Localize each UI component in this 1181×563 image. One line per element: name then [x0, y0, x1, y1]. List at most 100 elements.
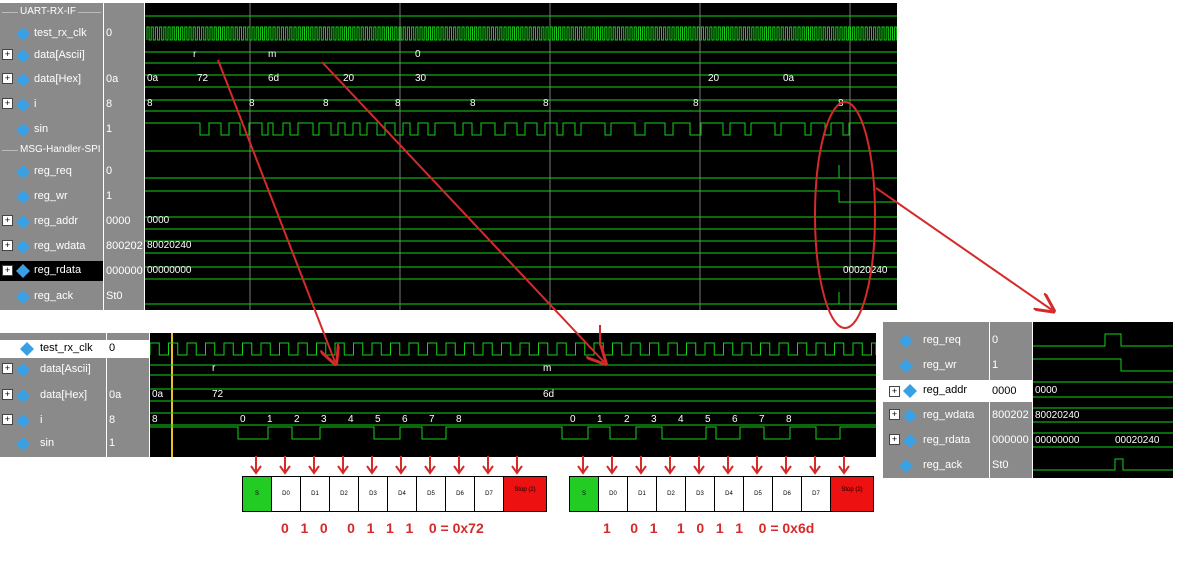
- top-waveform-area[interactable]: r m 0 0a 72 6d 20 30 20 0a 8 8 8 8 8 8 8…: [145, 3, 897, 310]
- wave-label-rdata-new: 00020240: [843, 265, 888, 276]
- signal-diamond-icon: [16, 240, 30, 254]
- value-test-rx-clk: 0: [107, 340, 149, 358]
- bottom-waveform-traces: [150, 333, 876, 457]
- value-reg-addr: 0000: [990, 380, 1032, 402]
- value-reg-rdata: 000000: [992, 434, 1029, 446]
- signal-diamond-icon: [16, 264, 30, 278]
- value-reg-addr: 0000: [106, 215, 131, 227]
- frame-bit-box: D2: [656, 476, 686, 512]
- wave-label-hex: 0a: [783, 73, 795, 84]
- wave-label-ascii-0: 0: [415, 49, 421, 60]
- expand-icon[interactable]: +: [2, 98, 13, 109]
- wave-label-i-count: 6: [732, 414, 738, 425]
- value-data-hex: 0a: [106, 73, 119, 85]
- wave-label-i: 8: [147, 98, 153, 109]
- top-waveform-panel: UART-RX-IF test_rx_clk + data[Ascii] + dat…: [0, 3, 897, 310]
- signal-row-reg-addr[interactable]: + reg_addr: [883, 380, 989, 402]
- frame-bit-box: D0: [271, 476, 301, 512]
- expand-icon[interactable]: +: [2, 363, 13, 374]
- signal-diamond-icon: [16, 363, 30, 377]
- value-sin: 1: [109, 437, 116, 449]
- annotation-arrow: [511, 456, 523, 475]
- value-reg-wdata: 800202: [106, 240, 143, 252]
- wave-label-i-count: 7: [429, 414, 435, 425]
- annotation-arrow: [635, 456, 647, 475]
- right-waveform-area[interactable]: 0000 80020240 00000000 00020240: [1033, 322, 1173, 478]
- frame-bit-box: D5: [416, 476, 446, 512]
- annotation-arrow: [337, 456, 349, 475]
- expand-icon[interactable]: +: [889, 386, 900, 397]
- signal-diamond-icon: [899, 459, 913, 473]
- right-waveform-traces: [1033, 333, 1173, 471]
- wave-label-rdata-old: 00000000: [147, 265, 192, 276]
- annotation-arrow: [250, 456, 262, 475]
- bottom-signal-names: test_rx_clk + data[Ascii] + data[Hex] + i s…: [0, 333, 106, 457]
- wave-label-i: 8: [470, 98, 476, 109]
- annotation-arrow: [838, 456, 850, 475]
- expand-icon[interactable]: +: [889, 434, 900, 445]
- top-signal-values: 0 0a 8 1 0 1 0000 800202 000000 St0: [104, 3, 144, 310]
- wave-label-i-count: 8: [786, 414, 792, 425]
- expand-icon[interactable]: +: [2, 215, 13, 226]
- wave-label-i-count: 1: [267, 414, 273, 425]
- annotation-arrow: [751, 456, 763, 475]
- value-sin: 1: [106, 123, 113, 135]
- value-i: 8: [106, 98, 113, 110]
- expand-icon[interactable]: +: [889, 409, 900, 420]
- signal-diamond-icon: [16, 389, 30, 403]
- expand-icon[interactable]: +: [2, 49, 13, 60]
- wave-label-hex: 20: [343, 73, 355, 84]
- signal-diamond-icon: [20, 342, 34, 356]
- frame-bit-box: D3: [685, 476, 715, 512]
- bottom-waveform-area[interactable]: r m 0a 72 6d 8 0 1 2 3 4 5 6 7 8 0 1 2 3 4 5 6 7 8: [150, 333, 876, 457]
- wave-label-i-count: 2: [624, 414, 630, 425]
- expand-icon[interactable]: +: [2, 73, 13, 84]
- frame-bit-box: D7: [801, 476, 831, 512]
- bottom-waveform-panel: test_rx_clk + data[Ascii] + data[Hex] + i s…: [0, 333, 876, 457]
- frame-bit-box: D1: [300, 476, 330, 512]
- signal-diamond-icon: [16, 290, 30, 304]
- expand-icon[interactable]: +: [2, 265, 13, 276]
- signal-diamond-icon: [899, 359, 913, 373]
- expand-icon[interactable]: +: [2, 240, 13, 251]
- wave-label-i: 8: [543, 98, 549, 109]
- right-signal-names: reg_req reg_wr + reg_addr + reg_wdata + reg…: [883, 322, 989, 478]
- annotation-arrow: [606, 456, 618, 475]
- signal-row-reg-rdata[interactable]: + reg_rdata: [0, 261, 103, 281]
- annotation-arrow: [453, 456, 465, 475]
- annotation-arrow: [482, 456, 494, 475]
- signal-diamond-icon: [903, 409, 917, 423]
- wave-label-i-count: 8: [456, 414, 462, 425]
- wave-label-i-count: 4: [678, 414, 684, 425]
- annotation-arrow: [308, 456, 320, 475]
- top-waveform-traces: [145, 3, 897, 310]
- frame-bit-box: D6: [772, 476, 802, 512]
- wave-label-i: 8: [838, 98, 844, 109]
- wave-label-i-count: 5: [705, 414, 711, 425]
- value-reg-rdata: 000000: [106, 265, 143, 277]
- value-reg-wdata: 800202: [992, 409, 1029, 421]
- frame-bit-box: D6: [445, 476, 475, 512]
- wave-label-i-count: 3: [651, 414, 657, 425]
- wave-label-hex: 0a: [152, 389, 164, 400]
- frame-bit-box: S: [242, 476, 272, 512]
- expand-icon[interactable]: +: [2, 389, 13, 400]
- signal-row-test-rx-clk[interactable]: test_rx_clk: [0, 340, 106, 358]
- signal-diamond-icon: [16, 437, 30, 451]
- signal-diamond-icon: [16, 165, 30, 179]
- frame-2-bits: 1 0 1 1 0 1 1 0 = 0x6d: [603, 520, 815, 536]
- right-signal-values: 0 1 0000 800202 000000 St0: [990, 322, 1032, 478]
- wave-label-i-count: 1: [597, 414, 603, 425]
- wave-label-addr: 0000: [147, 215, 170, 226]
- annotation-arrow: [809, 456, 821, 475]
- value-reg-ack: St0: [992, 459, 1009, 471]
- annotation-arrow: [693, 456, 705, 475]
- frame-bit-box: D4: [714, 476, 744, 512]
- expand-icon[interactable]: +: [2, 414, 13, 425]
- wave-label-hex: 72: [212, 389, 224, 400]
- frame-bit-box: D1: [627, 476, 657, 512]
- annotation-arrow: [424, 456, 436, 475]
- value-reg-req: 0: [106, 165, 113, 177]
- wave-label-i-count: 0: [570, 414, 576, 425]
- frame-bit-box: D5: [743, 476, 773, 512]
